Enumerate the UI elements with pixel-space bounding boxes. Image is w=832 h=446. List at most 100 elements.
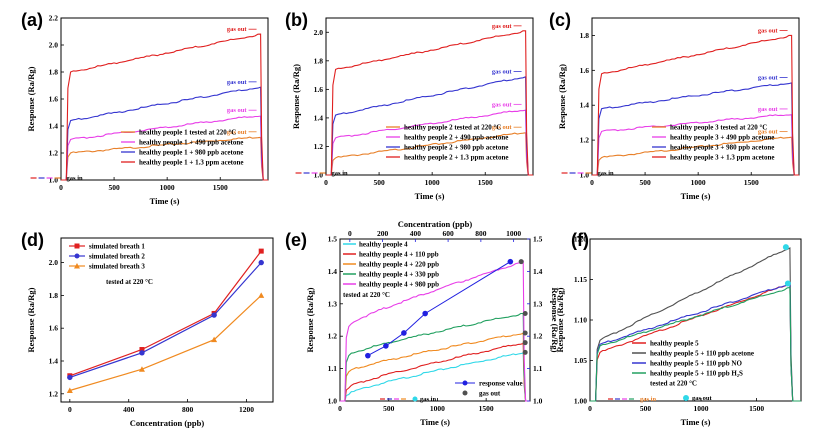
legend-label: healthy people 5 + 110 ppb NO: [650, 360, 742, 368]
series-line: [326, 76, 533, 176]
y-tick-label: 1.0: [580, 171, 590, 180]
chart-panel-e: (e) 0 500 1000 1500 1.0 1.1 1.2 1.3 1.4 1.5 Time (s…: [285, 219, 560, 427]
response-value-point: [401, 330, 407, 336]
x-tick-label: 1500: [479, 404, 494, 413]
axes-frame: [325, 17, 534, 176]
legend-label: healthy people 2 tested at 220 °C: [404, 124, 501, 132]
top-x-tick-label: 1000: [506, 229, 521, 238]
legend-label: healthy people 2 + 1.3 ppm acetone: [404, 154, 509, 162]
gas-out-label: gas out: [492, 23, 513, 30]
data-point: [258, 248, 264, 254]
legend-label: healthy people 1 + 1.3 ppm acetone: [139, 159, 244, 167]
y-tick-label: 1.4: [49, 122, 59, 131]
x-axis-label: Time (s): [681, 417, 711, 427]
y-tick-label: 1.3: [328, 299, 338, 308]
y-tick-label: 1.6: [580, 66, 590, 75]
data-point: [139, 347, 145, 353]
legend-label: healthy people 1 + 980 ppb acetone: [139, 149, 243, 157]
series-line: [590, 282, 801, 402]
y-axis-label: Response (Ra/Rg): [557, 64, 567, 129]
legend-label: healthy people 3 + 1.3 ppm acetone: [670, 154, 775, 162]
x-tick-label: 0: [59, 183, 63, 192]
panel-label: (d): [21, 230, 44, 250]
data-point: [66, 387, 73, 394]
x-tick-label: 1000: [694, 404, 709, 413]
data-point: [211, 312, 217, 318]
data-point: [211, 336, 218, 343]
chart-panel-a: (a) 0 500 1000 1500 1.0 1.2 1.4 1.6 1.8 2.0 2.2 Time…: [21, 10, 269, 206]
y-axis-label: Response (Ra/Rg): [305, 287, 315, 352]
gas-out-label: gas out: [758, 106, 779, 113]
gas-out-label: gas out: [758, 129, 779, 136]
legend-label: healthy people 5: [650, 340, 699, 348]
legend-label: healthy people 4 + 980 ppb: [359, 281, 439, 289]
x-axis-label: Time (s): [681, 191, 711, 201]
gas-in-label: gas in: [598, 170, 614, 177]
gas-in-marker: [412, 396, 418, 402]
gas-out-label: gas out: [692, 395, 713, 402]
legend-label: healthy people 4 + 110 ppb: [359, 251, 439, 259]
y-tick-label: 1.4: [49, 357, 59, 366]
legend-label: simulated breath 2: [89, 253, 145, 261]
series-line: [340, 352, 530, 402]
x-tick-label: 500: [373, 178, 385, 187]
legend-marker: [74, 263, 80, 269]
gas-out-label: gas out: [227, 107, 248, 114]
x-tick-label: 1000: [691, 178, 706, 187]
series-line: [69, 294, 262, 392]
legend-note: tested at 220 °C: [106, 278, 153, 286]
x-axis-label: Time (s): [415, 191, 445, 201]
x-tick-label: 800: [182, 405, 194, 414]
legend-label: healthy people 4: [359, 241, 408, 249]
right-y-axis-label: Response (Ra/Rg): [550, 288, 560, 353]
series-line: [326, 132, 533, 176]
response-value-point: [422, 310, 428, 317]
series-line: [592, 114, 799, 176]
series-line: [592, 34, 799, 176]
y-tick-label: 2.2: [49, 14, 59, 23]
y-axis-label: Response (Ra/Rg): [555, 287, 565, 352]
series-line: [590, 247, 801, 402]
gas-out-point: [522, 349, 528, 355]
gas-out-point: [522, 311, 528, 317]
series-line: [590, 286, 801, 402]
y-tick-label: 1.05: [574, 356, 587, 365]
response-value-point: [383, 343, 389, 349]
chart-panel-c: (c) 0 500 1000 1500 1.0 1.2 1.4 1.6 1.8 Time (s) Re…: [549, 10, 800, 201]
gas-out-label: gas out: [492, 69, 513, 76]
y-tick-label: 1.2: [314, 142, 324, 151]
y-tick-label: 1.10: [574, 316, 587, 325]
chart-panel-f: (f) 0 500 1000 1500 1.00 1.05 1.10 1.15 1.20 Time …: [555, 230, 802, 427]
legend-label: healthy people 1 tested at 220 °C: [139, 129, 236, 137]
x-tick-label: 400: [123, 405, 135, 414]
legend-label: healthy people 5 + 110 ppb H₂S: [650, 370, 743, 378]
legend-label: healthy people 3 + 490 ppb acetone: [670, 134, 774, 142]
data-point: [258, 259, 264, 266]
y-tick-label: 1.15: [574, 275, 587, 284]
gas-out-label: gas out: [758, 27, 779, 34]
x-tick-label: 1000: [430, 404, 445, 413]
y-tick-label: 1.6: [314, 85, 324, 94]
gas-out-point: [782, 244, 789, 251]
y-tick-label: 1.8: [49, 68, 59, 77]
top-x-tick-label: 400: [410, 229, 422, 238]
gas-in-label: gas in: [332, 170, 348, 177]
axes-frame: [339, 238, 531, 402]
data-point: [138, 366, 145, 372]
x-axis-label: Concentration (ppb): [130, 418, 205, 428]
legend-label: healthy people 5 + 110 ppb acetone: [650, 350, 754, 358]
gas-out-label: gas out: [227, 129, 248, 136]
x-tick-label: 0: [590, 178, 594, 187]
legend-label: healthy people 2 + 980 ppb acetone: [404, 144, 508, 152]
right-y-tick-label: 1.4: [533, 267, 543, 276]
y-tick-label: 1.6: [49, 95, 59, 104]
series-line: [340, 332, 530, 402]
top-x-tick-label: 200: [377, 229, 389, 238]
x-tick-label: 1500: [478, 178, 493, 187]
gas-in-label: gas in: [420, 396, 436, 403]
y-tick-label: 2.0: [49, 258, 59, 267]
series-line: [326, 30, 533, 176]
series-line: [61, 33, 268, 181]
series-line: [592, 136, 799, 176]
y-tick-label: 1.00: [574, 397, 587, 406]
